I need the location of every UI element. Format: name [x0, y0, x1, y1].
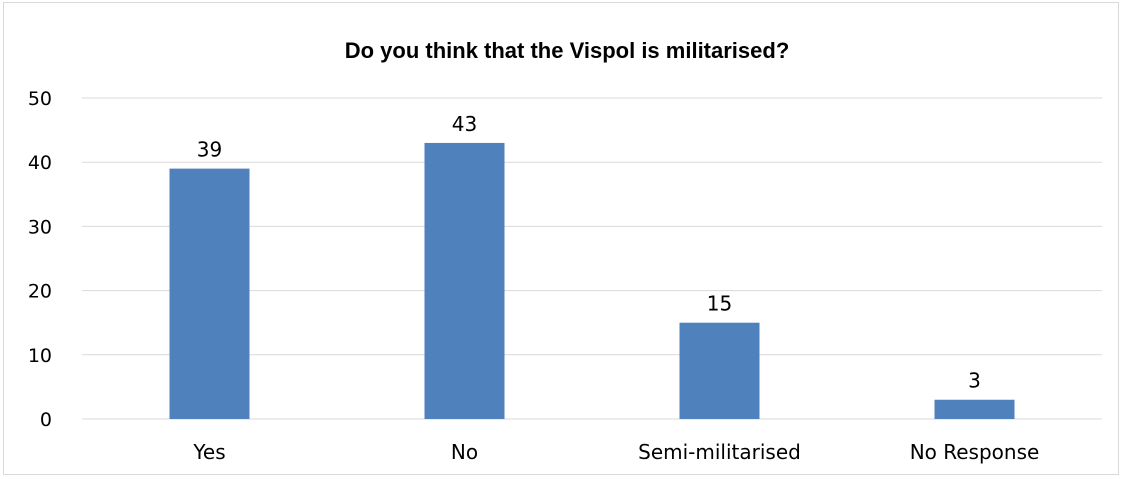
bar-no [424, 142, 505, 419]
y-tick-label: 0 [40, 409, 52, 431]
bar-semi-militarised [679, 322, 760, 419]
x-category-label: No [451, 440, 478, 464]
y-tick-label: 30 [28, 216, 52, 238]
data-labels: 39 43 15 3 [197, 112, 981, 393]
gridlines [82, 97, 1102, 420]
y-axis-ticks: 0 10 20 30 40 50 [28, 88, 52, 431]
data-label: 15 [707, 292, 732, 316]
data-label: 3 [968, 369, 981, 393]
bar-yes [169, 168, 250, 419]
x-category-label: No Response [910, 440, 1040, 464]
y-tick-label: 50 [28, 88, 52, 110]
x-category-label: Semi-militarised [638, 440, 801, 464]
data-label: 39 [197, 138, 222, 162]
chart-title: Do you think that the Vispol is militari… [345, 38, 790, 63]
bars [169, 142, 1015, 419]
x-category-label: Yes [192, 440, 225, 464]
x-axis-categories: Yes No Semi-militarised No Response [192, 440, 1039, 464]
y-tick-label: 10 [28, 345, 52, 367]
bar-no-response [934, 399, 1015, 419]
y-tick-label: 20 [28, 281, 52, 303]
data-label: 43 [452, 112, 477, 136]
y-tick-label: 40 [28, 152, 52, 174]
